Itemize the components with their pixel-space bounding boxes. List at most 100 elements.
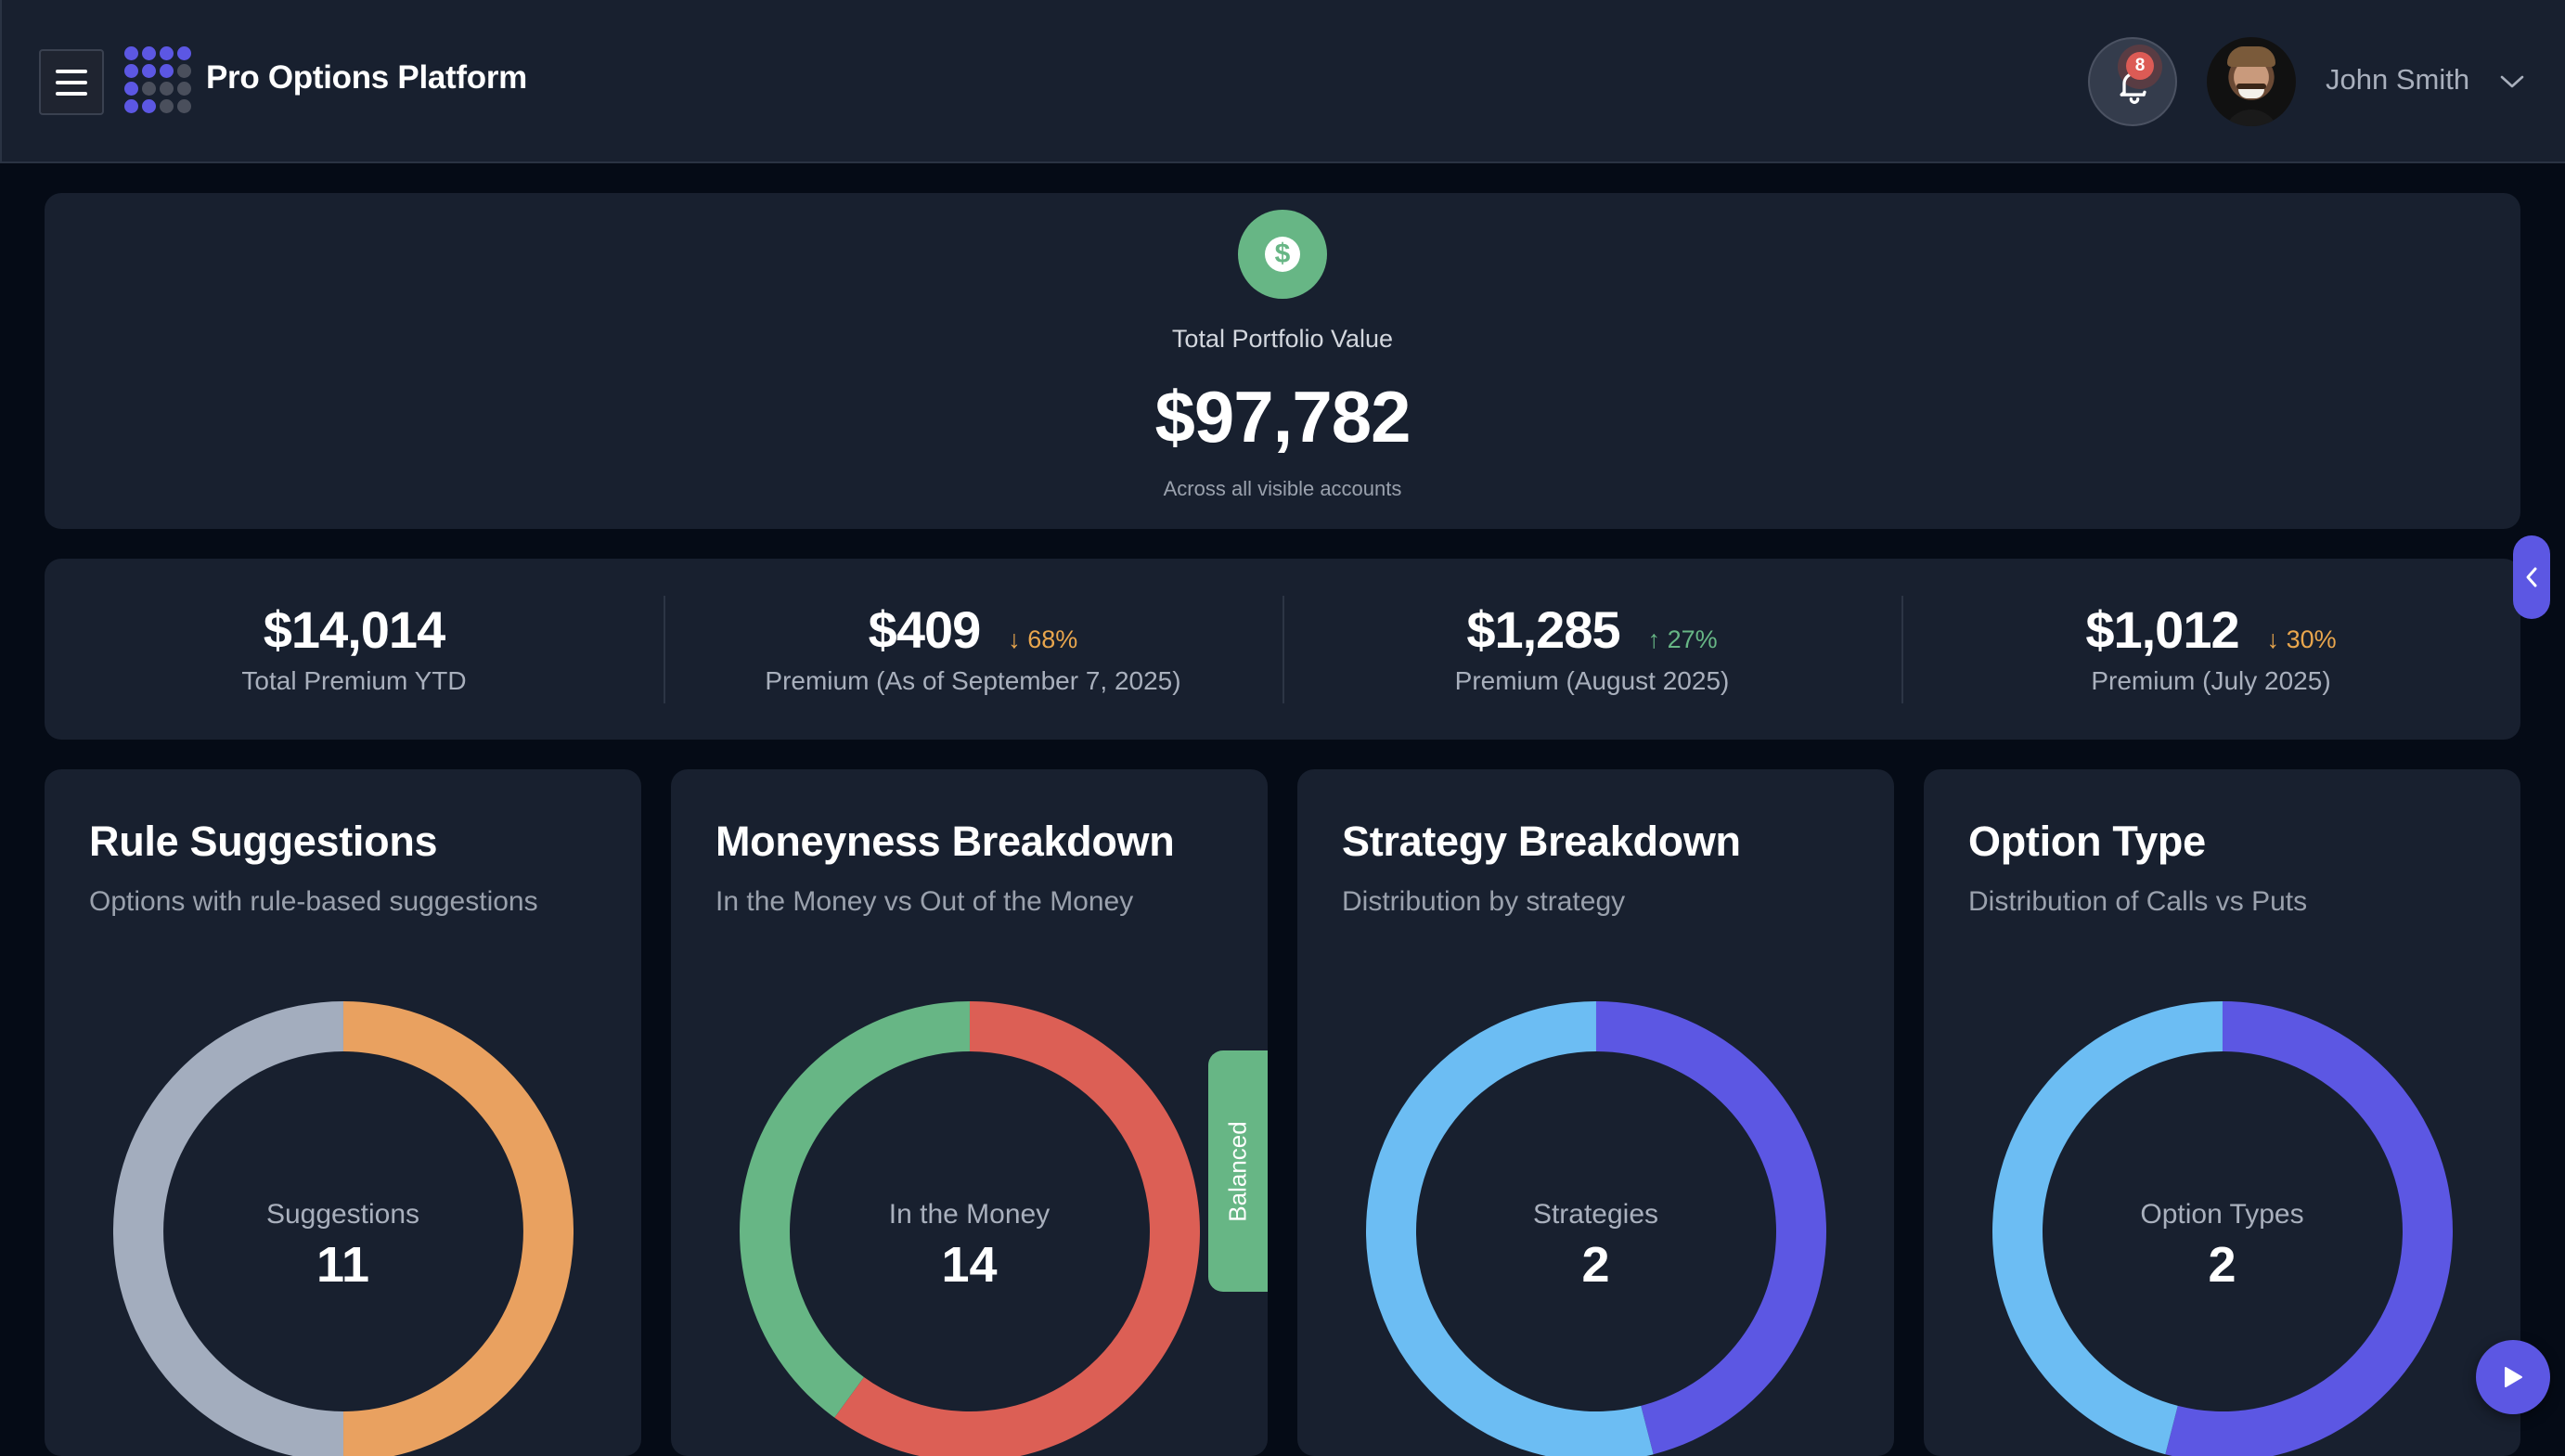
donut-segment[interactable] <box>2164 1001 2453 1456</box>
stat-change-up: ↑ 27% <box>1648 625 1718 654</box>
play-button[interactable] <box>2476 1340 2550 1414</box>
stat-label: Premium (July 2025) <box>2091 666 2331 695</box>
donut-center: Strategies 2 <box>1366 1199 1826 1294</box>
logo-dot <box>177 99 191 113</box>
stat-premium-september: $409 ↓ 68% Premium (As of September 7, 2… <box>664 559 1282 740</box>
logo-dot <box>177 64 191 78</box>
top-header: Pro Options Platform 8 John Smith <box>0 0 2565 163</box>
stat-value: $1,285 <box>1466 600 1620 659</box>
donut-chart[interactable] <box>1365 1001 1826 1456</box>
avatar-mustache <box>2236 84 2266 89</box>
donut-segment[interactable] <box>112 1001 343 1456</box>
user-avatar[interactable] <box>2207 37 2296 126</box>
notification-count-badge: 8 <box>2126 52 2154 80</box>
card-title: Moneyness Breakdown <box>715 818 1175 865</box>
logo-dot <box>142 64 156 78</box>
arrow-down-icon: ↓ <box>2266 625 2280 653</box>
stat-change-down: ↓ 30% <box>2267 625 2337 654</box>
donut-segment[interactable] <box>1595 1001 1826 1455</box>
chevron-left-icon <box>2526 567 2537 587</box>
donut-segment[interactable] <box>1365 1001 1654 1456</box>
card-subtitle: Distribution of Calls vs Puts <box>1968 886 2308 917</box>
logo-dot <box>124 82 138 96</box>
logo-dot <box>124 64 138 78</box>
portfolio-value: $97,782 <box>1154 376 1411 457</box>
strategy-breakdown-card: Strategy Breakdown Distribution by strat… <box>1297 769 1894 1456</box>
stat-value: $409 <box>868 600 982 659</box>
stat-value: $14,014 <box>263 600 445 659</box>
avatar-hair <box>2227 46 2275 67</box>
logo-dot <box>142 82 156 96</box>
donut-center: Option Types 2 <box>1992 1199 2453 1294</box>
donut-center-label: Option Types <box>2140 1199 2304 1230</box>
logo-dot <box>142 99 156 113</box>
stat-change-down: ↓ 68% <box>1008 625 1077 654</box>
portfolio-value-card: $ Total Portfolio Value $97,782 Across a… <box>45 193 2520 529</box>
stat-value: $1,012 <box>2085 600 2239 659</box>
stat-total-premium-ytd: $14,014 Total Premium YTD <box>45 559 664 740</box>
dollar-circle-icon: $ <box>1238 210 1327 299</box>
card-title: Rule Suggestions <box>89 818 438 865</box>
avatar-shirt <box>2223 110 2279 126</box>
avatar-smile <box>2238 89 2264 98</box>
donut-segment[interactable] <box>739 1001 970 1418</box>
option-type-card: Option Type Distribution of Calls vs Put… <box>1924 769 2520 1456</box>
logo-dot <box>177 46 191 60</box>
stat-label: Total Premium YTD <box>241 666 467 695</box>
rule-suggestions-donut[interactable]: Suggestions 11 <box>112 1001 574 1456</box>
logo-dot <box>160 99 174 113</box>
hamburger-icon-line <box>56 69 87 73</box>
collapse-panel-handle[interactable] <box>2513 535 2550 619</box>
logo-dot <box>160 46 174 60</box>
donut-center-value: 2 <box>1581 1237 1610 1293</box>
logo-dot <box>124 99 138 113</box>
stat-change-value: 30% <box>2286 625 2337 653</box>
logo-dot <box>177 82 191 96</box>
dollar-sign-glyph: $ <box>1265 237 1300 272</box>
card-subtitle: Options with rule-based suggestions <box>89 886 538 917</box>
dot-grid-logo-icon <box>124 46 193 115</box>
logo-dot <box>160 64 174 78</box>
logo-dot <box>124 46 138 60</box>
notifications-button[interactable]: 8 <box>2088 37 2177 126</box>
stat-change-value: 27% <box>1667 625 1718 653</box>
donut-center-label: In the Money <box>888 1199 1050 1230</box>
portfolio-value-label: Total Portfolio Value <box>1171 325 1394 353</box>
app-title: Pro Options Platform <box>206 59 527 96</box>
arrow-up-icon: ↑ <box>1647 625 1661 653</box>
balanced-side-tab[interactable]: Balanced <box>1208 1050 1268 1292</box>
user-name[interactable]: John Smith <box>2326 63 2470 96</box>
card-subtitle: Distribution by strategy <box>1342 886 1626 917</box>
portfolio-value-subtitle: Across all visible accounts <box>1163 477 1402 500</box>
card-title: Strategy Breakdown <box>1342 818 1741 865</box>
donut-center-value: 11 <box>316 1237 370 1293</box>
donut-chart[interactable] <box>739 1001 1200 1456</box>
donut-chart[interactable] <box>112 1001 574 1456</box>
option-type-donut[interactable]: Option Types 2 <box>1991 1001 2453 1456</box>
donut-center-value: 14 <box>941 1237 998 1293</box>
balanced-tab-label: Balanced <box>1223 1120 1252 1222</box>
hamburger-icon-line <box>56 80 87 84</box>
chevron-down-icon[interactable] <box>2498 72 2526 91</box>
moneyness-breakdown-card: Moneyness Breakdown In the Money vs Out … <box>671 769 1268 1456</box>
donut-segment[interactable] <box>833 1001 1200 1456</box>
stat-premium-july: $1,012 ↓ 30% Premium (July 2025) <box>1901 559 2520 740</box>
stat-change-value: 68% <box>1027 625 1078 653</box>
logo-dot <box>142 46 156 60</box>
menu-button[interactable] <box>39 49 104 115</box>
donut-center-value: 2 <box>2208 1237 2236 1293</box>
donut-chart[interactable] <box>1991 1001 2453 1456</box>
card-title: Option Type <box>1968 818 2206 865</box>
donut-segment[interactable] <box>342 1001 574 1456</box>
donut-center: Suggestions 11 <box>113 1199 574 1294</box>
play-icon <box>2505 1367 2522 1387</box>
moneyness-donut[interactable]: In the Money 14 <box>739 1001 1200 1456</box>
card-subtitle: In the Money vs Out of the Money <box>715 886 1134 917</box>
donut-segment[interactable] <box>1991 1001 2223 1455</box>
donut-center-label: Suggestions <box>265 1199 420 1230</box>
donut-center: In the Money 14 <box>740 1199 1200 1294</box>
rule-suggestions-card: Rule Suggestions Options with rule-based… <box>45 769 641 1456</box>
strategy-donut[interactable]: Strategies 2 <box>1365 1001 1826 1456</box>
arrow-down-icon: ↓ <box>1008 625 1021 653</box>
stat-label: Premium (As of September 7, 2025) <box>765 666 1181 695</box>
